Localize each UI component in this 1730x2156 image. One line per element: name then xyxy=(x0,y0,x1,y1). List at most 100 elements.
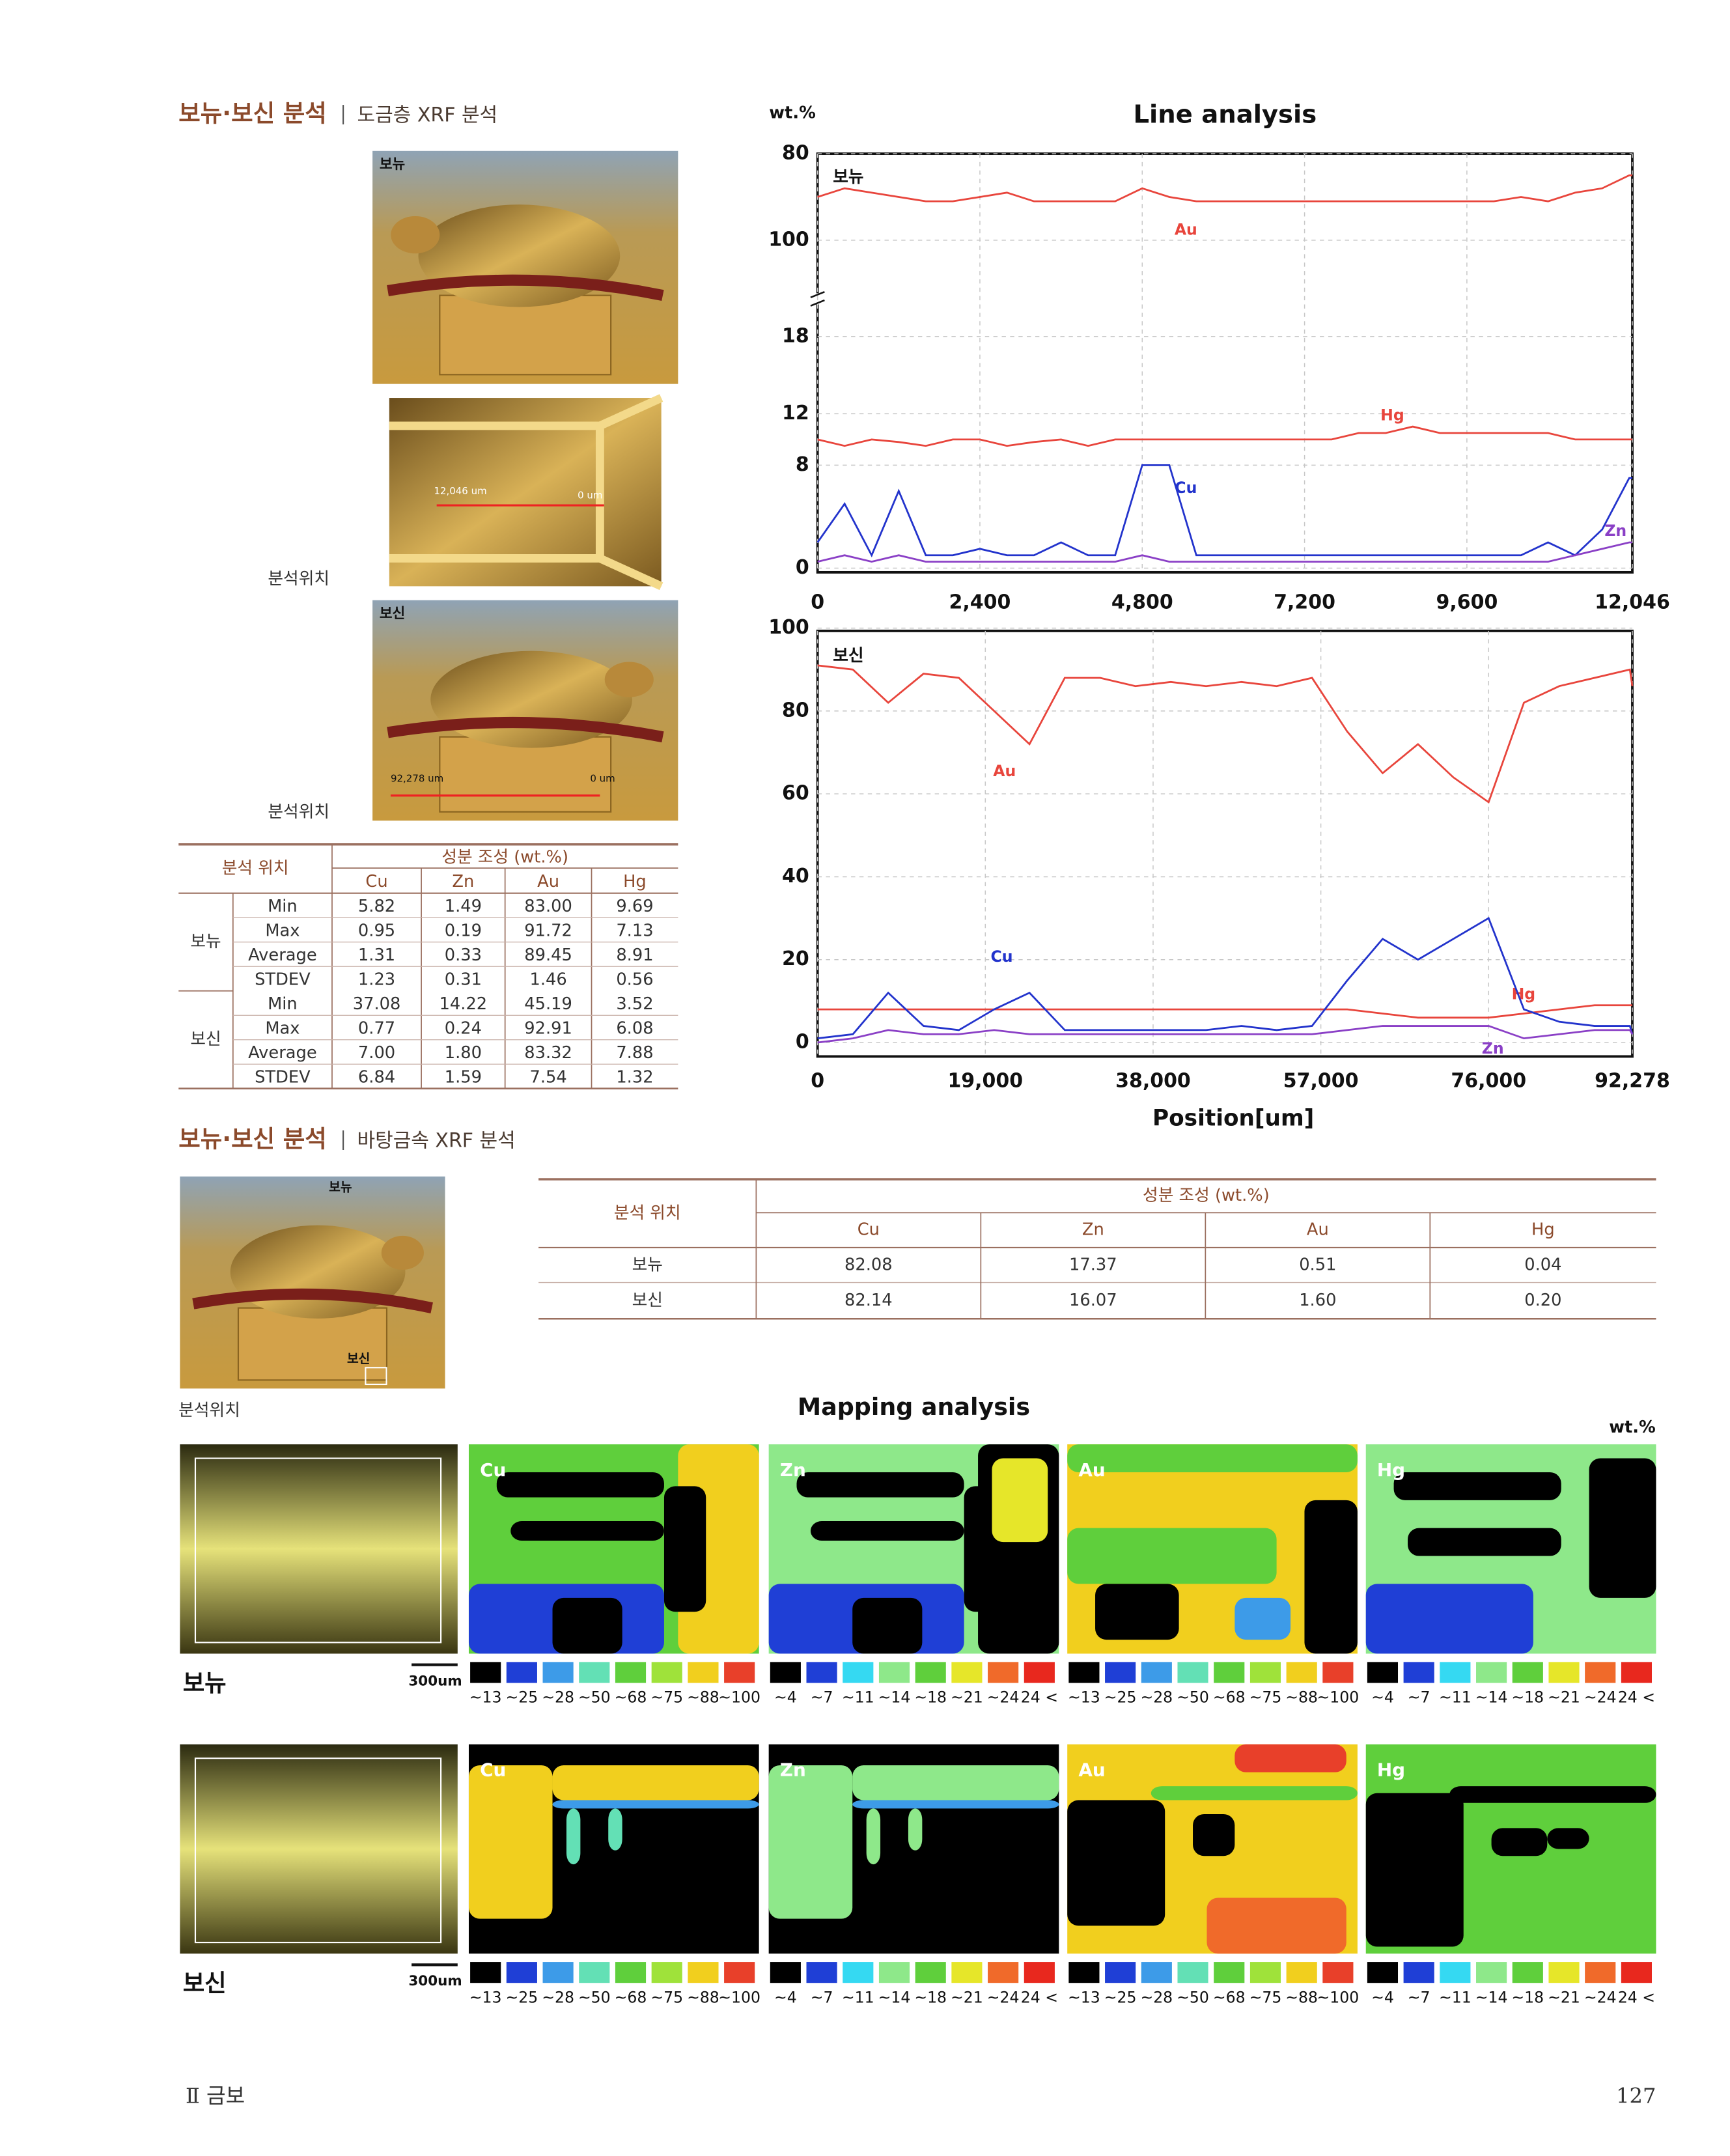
measure-label: 12,046 um xyxy=(434,485,486,497)
legend-swatch xyxy=(506,1662,537,1683)
x-tick-label: 9,600 xyxy=(1436,591,1498,614)
legend-label: 24 < xyxy=(1618,1688,1655,1707)
map-element: Hg xyxy=(1377,1759,1405,1781)
chart-title: Mapping analysis xyxy=(798,1393,1030,1421)
x-tick-label: 4,800 xyxy=(1111,591,1173,614)
legend-label: ~21 xyxy=(951,1688,983,1707)
table-group: 보신 xyxy=(190,1029,221,1049)
map-element: Zn xyxy=(780,1459,806,1481)
legend-label: 24 < xyxy=(1021,1988,1058,2006)
legend-swatch xyxy=(1141,1962,1172,1983)
table-cell: 0.33 xyxy=(445,945,482,965)
analysis-area xyxy=(194,1757,442,1944)
table-cell: STDEV xyxy=(255,1068,311,1087)
legend-label: ~25 xyxy=(1104,1688,1137,1707)
section-subtitle: 바탕금속 XRF 분석 xyxy=(357,1130,516,1153)
y-tick-label: 80 xyxy=(782,142,809,165)
legend-swatch xyxy=(951,1962,983,1983)
table-column: Cu xyxy=(858,1220,880,1240)
x-tick-label: 0 xyxy=(811,1069,824,1092)
map-region xyxy=(908,1808,923,1851)
table-cell: 보신 xyxy=(632,1291,663,1310)
photo-label: 보뉴 xyxy=(329,1179,352,1194)
legend-swatch xyxy=(470,1962,501,1983)
table-cell: 9.69 xyxy=(616,897,653,916)
table-column: Zn xyxy=(1082,1220,1104,1240)
table-cell: 보뉴 xyxy=(632,1255,663,1274)
legend-swatch xyxy=(843,1962,874,1983)
legend-label: ~11 xyxy=(1439,1988,1472,2006)
table-column: Au xyxy=(537,872,559,891)
table-cell: 1.49 xyxy=(445,897,482,916)
measure-label: 0 um xyxy=(590,773,615,785)
legend-swatch xyxy=(1249,1962,1281,1983)
data-line xyxy=(816,464,1633,557)
table-cell: Average xyxy=(248,1043,317,1063)
legend-swatch xyxy=(1440,1962,1471,1983)
legend-label: ~24 xyxy=(987,1688,1020,1707)
legend-label: ~14 xyxy=(1475,1688,1508,1707)
legend-label: ~7 xyxy=(1408,1688,1430,1707)
axis-break-mark xyxy=(810,291,825,307)
x-tick-label: 92,278 xyxy=(1595,1069,1670,1092)
sample-label: 보뉴 xyxy=(183,1669,227,1697)
table-cell: 0.31 xyxy=(445,970,482,990)
table-column: Hg xyxy=(623,872,647,891)
photo-head xyxy=(604,662,654,697)
legend-label: ~25 xyxy=(506,1688,538,1707)
y-unit: wt.% xyxy=(769,103,816,122)
legend-swatch xyxy=(1548,1962,1580,1983)
map-region xyxy=(1193,1813,1235,1856)
table-cell: 3.52 xyxy=(616,994,653,1014)
legend-swatch xyxy=(1367,1662,1399,1683)
series-label: Au xyxy=(1175,220,1197,238)
legend-swatch xyxy=(1476,1662,1507,1683)
legend-swatch xyxy=(1249,1662,1281,1683)
data-line xyxy=(817,1025,1634,1044)
legend-swatch xyxy=(651,1962,682,1983)
legend-swatch xyxy=(843,1662,874,1683)
legend-swatch xyxy=(1105,1662,1136,1683)
map-region xyxy=(1393,1472,1561,1500)
legend-label: ~14 xyxy=(878,1688,911,1707)
legend-swatch xyxy=(1403,1962,1434,1983)
legend-label: ~24 xyxy=(1584,1688,1617,1707)
unit-label: wt.% xyxy=(1609,1418,1656,1437)
photo-closeup-edges xyxy=(389,394,663,591)
legend-swatch xyxy=(688,1662,719,1683)
section-title: 보뉴·보신 분석 xyxy=(178,1125,326,1153)
legend-label: ~75 xyxy=(650,1988,683,2006)
legend-swatch xyxy=(724,1662,755,1683)
table-cell: 82.08 xyxy=(844,1255,893,1274)
table-cell: 5.82 xyxy=(358,897,395,916)
legend-swatch xyxy=(951,1662,983,1683)
legend-label: ~21 xyxy=(1548,1988,1580,2006)
map-region xyxy=(1207,1897,1346,1954)
y-tick-label: 100 xyxy=(768,616,809,639)
legend-swatch xyxy=(1621,1662,1653,1683)
map-element: Hg xyxy=(1377,1459,1405,1481)
legend-swatch xyxy=(470,1662,501,1683)
table-cell: 37.08 xyxy=(353,994,401,1014)
legend-swatch xyxy=(724,1962,755,1983)
legend-label: ~13 xyxy=(469,1688,502,1707)
legend-swatch xyxy=(806,1662,837,1683)
table-cell: 7.54 xyxy=(529,1068,566,1087)
legend-swatch xyxy=(770,1662,801,1683)
scale-bar-label: 300um xyxy=(408,1673,462,1689)
map-element: Zn xyxy=(780,1759,806,1781)
section-subtitle: 도금층 XRF 분석 xyxy=(357,104,498,127)
legend-swatch xyxy=(915,1662,946,1683)
y-tick-label: 8 xyxy=(796,453,809,476)
legend-label: ~88 xyxy=(687,1988,719,2006)
legend-label: 24 < xyxy=(1618,1988,1655,2006)
legend-swatch xyxy=(988,1662,1019,1683)
photo-label: 보뉴 xyxy=(380,156,405,173)
table-cell: STDEV xyxy=(255,970,311,990)
map-region xyxy=(552,1597,622,1654)
map-element: Au xyxy=(1078,1459,1105,1481)
legend-swatch xyxy=(651,1662,682,1683)
legend-label: ~24 xyxy=(1584,1988,1617,2006)
table-cell: 1.80 xyxy=(445,1043,482,1063)
